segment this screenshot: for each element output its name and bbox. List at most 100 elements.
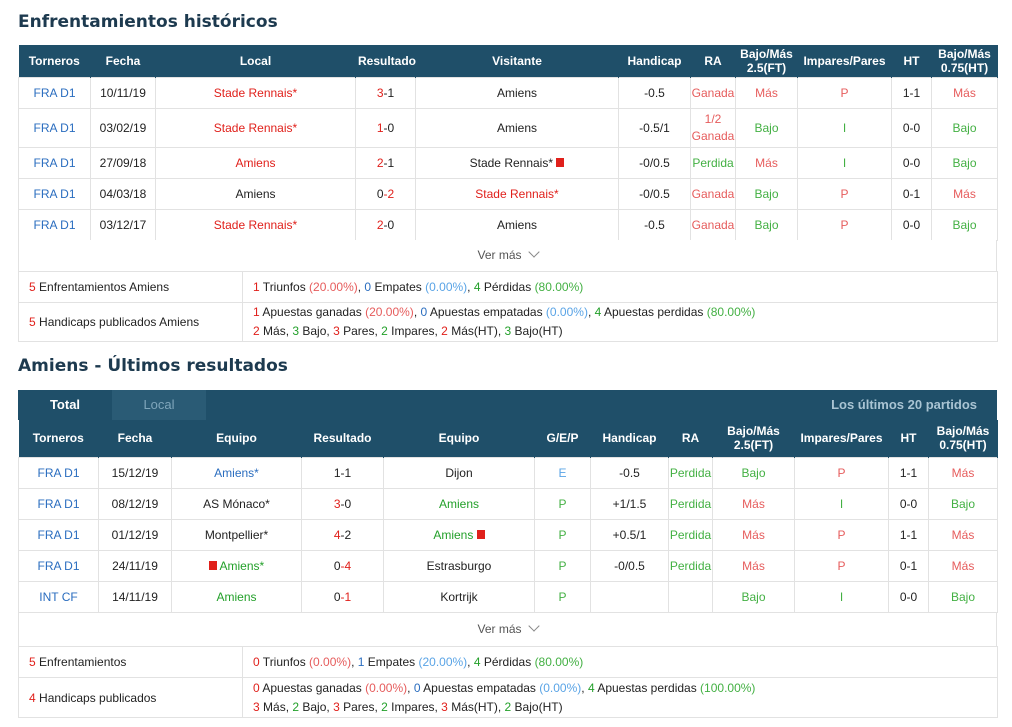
away-team[interactable]: Amiens: [383, 487, 535, 520]
tournament-link[interactable]: FRA D1: [18, 177, 91, 210]
over-under-ft: Bajo: [712, 456, 795, 489]
over-under-ft-text: Más: [742, 527, 765, 542]
score-away: -0: [383, 120, 395, 135]
handicap: -0.5/1: [618, 107, 691, 148]
away-team[interactable]: Stade Rennais*: [415, 177, 619, 210]
away-team[interactable]: Kortrijk: [383, 580, 535, 613]
away-team[interactable]: Amiens: [415, 107, 619, 148]
column-header: RA: [690, 45, 736, 77]
away-team[interactable]: Dijon: [383, 456, 535, 489]
tournament-link[interactable]: FRA D1: [18, 549, 99, 582]
odd-even-text: P: [837, 465, 846, 480]
over-under-ft-text: Bajo: [741, 589, 766, 604]
match-date: 10/11/19: [90, 76, 156, 109]
table-row: FRA D1 15/12/19 Amiens* 1-1 Dijon E -0.5 Perdid…: [18, 456, 998, 489]
result-cell: 4-2: [301, 518, 384, 551]
handicap-text: -0/0.5: [639, 186, 670, 201]
tournament-link-text: FRA D1: [33, 155, 76, 170]
h2h-more-link[interactable]: Ver más: [18, 240, 997, 271]
home-team-text: Stade Rennais*: [213, 120, 298, 135]
tournament-link[interactable]: FRA D1: [18, 208, 91, 241]
handicap-text: -0/0.5: [614, 558, 645, 573]
over-under-ft: Más: [735, 146, 798, 179]
over-under-ht: Bajo: [931, 146, 998, 179]
tab-total[interactable]: Total: [18, 390, 112, 420]
ra: Perdida: [668, 549, 713, 582]
home-team[interactable]: Stade Rennais*: [155, 208, 356, 241]
ra-text: Perdida: [669, 496, 712, 511]
odd-even-text: I: [842, 155, 847, 170]
handicap: +0.5/1: [590, 518, 669, 551]
home-team-text: Amiens*: [219, 558, 265, 573]
home-team[interactable]: Stade Rennais*: [155, 107, 356, 148]
away-team[interactable]: Amiens: [383, 518, 535, 551]
home-team-text: Amiens: [235, 186, 276, 201]
tournament-link-text: FRA D1: [33, 120, 76, 135]
recent-more-link[interactable]: Ver más: [18, 613, 997, 646]
home-team[interactable]: Amiens*: [171, 456, 302, 489]
summary-label: 4 Handicaps publicados: [18, 677, 243, 718]
score-home: 4: [333, 527, 341, 542]
away-team[interactable]: Amiens: [415, 76, 619, 109]
over-under-ht: Bajo: [928, 487, 998, 520]
summary-values: 0 Triunfos (0.00%), 1 Empates (20.00%), …: [242, 646, 998, 678]
odd-even: P: [794, 549, 889, 582]
score-home: 0: [376, 186, 384, 201]
summary-values: 0 Apuestas ganadas (0.00%), 0 Apuestas e…: [242, 677, 998, 718]
over-under-ht: Más: [928, 549, 998, 582]
handicap-text: +1/1.5: [612, 496, 647, 511]
score-home: 3: [376, 85, 384, 100]
table-row: FRA D1 03/12/17 Stade Rennais* 2-0 Amiens -0.…: [18, 208, 998, 241]
match-date: 14/11/19: [98, 580, 172, 613]
tournament-link[interactable]: FRA D1: [18, 76, 91, 109]
h2h-summary: 5 Enfrentamientos Amiens 1 Triunfos (20.…: [18, 271, 998, 342]
half-time: 0-0: [888, 487, 929, 520]
over-under-ht-text: Bajo: [952, 120, 977, 135]
home-team[interactable]: Amiens: [155, 146, 356, 179]
tab-local[interactable]: Local: [112, 390, 206, 420]
result-cell: 1-0: [355, 107, 416, 148]
over-under-ht: Bajo: [931, 208, 998, 241]
home-team-text: Stade Rennais*: [213, 217, 298, 232]
home-team[interactable]: Amiens: [171, 580, 302, 613]
half-time-text: 0-0: [902, 217, 921, 232]
home-team[interactable]: Amiens*: [171, 549, 302, 582]
over-under-ft-text: Bajo: [754, 186, 779, 201]
last-20-matches-link[interactable]: Los últimos 20 partidos: [831, 397, 977, 412]
home-team[interactable]: Stade Rennais*: [155, 76, 356, 109]
chevron-down-icon: [527, 246, 540, 258]
odd-even-text: P: [840, 217, 849, 232]
home-team[interactable]: Montpellier*: [171, 518, 302, 551]
away-team[interactable]: Stade Rennais*: [415, 146, 619, 179]
score-home: 2: [376, 155, 384, 170]
ra-text: Perdida: [692, 155, 734, 170]
tournament-link[interactable]: INT CF: [18, 580, 99, 613]
home-team[interactable]: Amiens: [155, 177, 356, 210]
ra: 1/2 Ganada: [690, 107, 736, 148]
home-team[interactable]: AS Mónaco*: [171, 487, 302, 520]
handicap-text: -0/0.5: [639, 155, 670, 170]
away-team[interactable]: Estrasburgo: [383, 549, 535, 582]
tournament-link[interactable]: FRA D1: [18, 487, 99, 520]
handicap-text: -0.5: [644, 217, 665, 232]
ra: [668, 580, 713, 613]
result-cell: 3-1: [355, 76, 416, 109]
tournament-link[interactable]: FRA D1: [18, 456, 99, 489]
handicap: -0/0.5: [618, 177, 691, 210]
odd-even-text: P: [840, 85, 849, 100]
over-under-ht-text: Más: [951, 558, 975, 573]
odd-even-text: I: [839, 589, 844, 604]
match-date: 24/11/19: [98, 549, 172, 582]
tournament-link[interactable]: FRA D1: [18, 146, 91, 179]
ra: Ganada: [690, 177, 736, 210]
odd-even: P: [797, 208, 892, 241]
tournament-link[interactable]: FRA D1: [18, 107, 91, 148]
away-team[interactable]: Amiens: [415, 208, 619, 241]
ra-text: Ganada: [691, 186, 735, 201]
match-date-text: 27/09/18: [99, 155, 147, 170]
odd-even: I: [797, 146, 892, 179]
half-time-text: 0-1: [899, 558, 918, 573]
recent-summary: 5 Enfrentamientos 0 Triunfos (0.00%), 1 …: [18, 646, 998, 718]
tournament-link[interactable]: FRA D1: [18, 518, 99, 551]
away-team-text: Estrasburgo: [426, 558, 492, 573]
